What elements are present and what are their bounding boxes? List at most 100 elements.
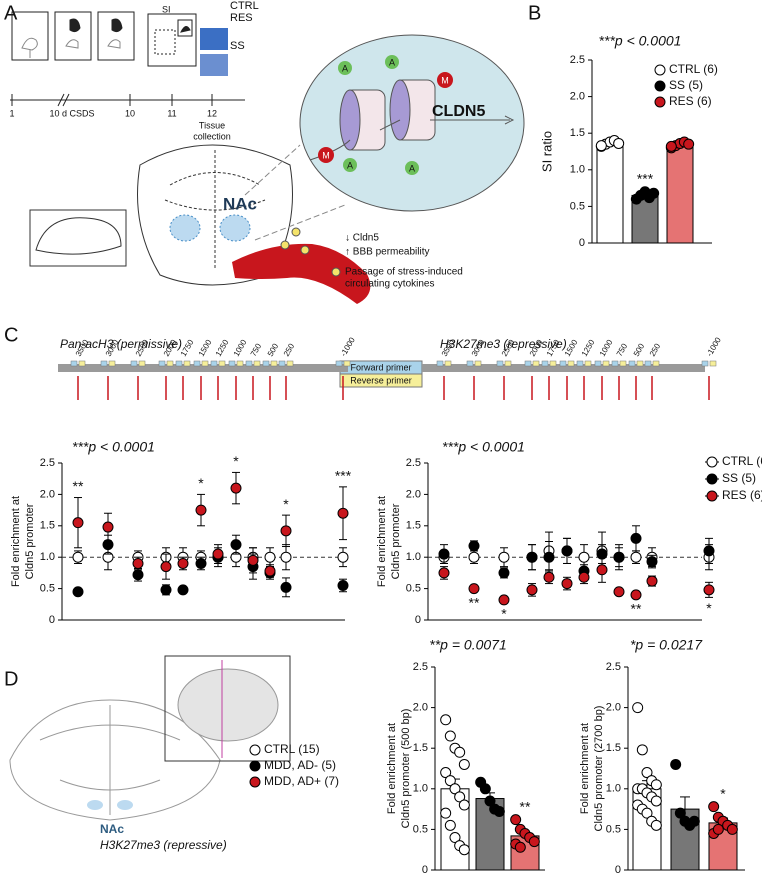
data-point [561,545,573,557]
data-point [650,779,662,791]
data-point [337,507,349,519]
mark-label: M [441,75,449,85]
significance-label: *** [335,468,352,484]
significance-label: * [198,475,204,491]
data-point [195,504,207,516]
primer-position: -1000 [339,335,357,358]
data-point [543,571,555,583]
data-point [444,775,456,787]
data-point [630,532,642,544]
y-tick-label: 1.0 [40,551,55,563]
y-tick-label: 2.5 [406,457,421,469]
promoter-track [422,364,705,372]
data-point [514,841,526,853]
gene-label: CLDN5 [432,103,485,120]
y-tick-label: 2.0 [413,702,428,714]
y-tick-label: 1.5 [413,742,428,754]
primer-position: 1250 [580,338,597,358]
reverse-primer [108,360,116,367]
forward-primer [628,360,636,367]
forward-primer [611,360,619,367]
primer-position: 500 [266,342,281,359]
primer-position: -1000 [705,335,723,358]
reverse-primer [236,360,244,367]
data-point [102,521,114,533]
data-point [230,482,242,494]
data-point [212,548,224,560]
data-point [195,557,207,569]
legend-marker [654,64,666,76]
annotation: ***p < 0.0001 [442,439,525,455]
data-point [650,819,662,831]
data-point [674,807,686,819]
forward-primer [541,360,549,367]
y-tick-label: 1.5 [40,520,55,532]
primer-position: 1000 [598,338,615,358]
forward-primer [175,360,183,367]
data-point [630,589,642,601]
data-point [708,801,720,813]
si-label: SI [162,4,171,14]
data-point [444,730,456,742]
mark-label: A [347,160,353,170]
mark-label: H3K27me3 (repressive) [100,838,227,852]
timeline-label: 10 d CSDS [49,108,94,118]
legend-marker [249,776,261,788]
data-point [613,586,625,598]
data-point [160,584,172,596]
reverse-primer [343,360,351,367]
cytokine-key [331,267,341,277]
data-point [688,815,700,827]
data-point [712,823,724,835]
data-point [646,556,658,568]
legend-label: SS (5) [722,471,756,485]
forward-primer [496,360,504,367]
forward-primer [130,360,138,367]
y-tick-label: 1.0 [606,783,621,795]
y-axis-label: Fold enrichment at [376,496,388,587]
data-point [177,557,189,569]
primer-position: 750 [249,342,264,359]
data-point [454,791,466,803]
data-point [703,584,715,596]
data-point [440,767,452,779]
forward-primer [576,360,584,367]
legend-label: SS (5) [669,78,703,92]
schedule [10,11,245,107]
nac-region [219,214,251,242]
data-point [264,565,276,577]
region-label: NAc [100,822,124,836]
acetyl-mark [405,161,419,175]
significance-label: * [501,606,507,622]
data-point [498,551,510,563]
forward-primer [594,360,602,367]
y-tick-label: 0 [615,864,621,876]
primer-position: 1000 [232,338,249,358]
chart-title: Pan-acH3 (permissive) [60,337,182,351]
cytokine-note: circulating cytokines [345,279,434,290]
cytokine [280,240,290,250]
significance-label: * [283,496,289,512]
reverse-primer [270,360,278,367]
brain-section [9,655,291,821]
y-tick-label: 0.5 [406,583,421,595]
timeline-label: 12 [207,108,217,118]
legend-marker [706,473,718,485]
forward-primer [193,360,201,367]
promoter-track [58,364,348,372]
data-point [438,548,450,560]
reverse-primer [504,360,512,367]
reverse-primer [474,360,482,367]
y-tick-label: 0 [579,237,585,249]
y-tick-label: 1.0 [406,551,421,563]
legend-label: CTRL (6) [669,62,718,76]
significance-label: ** [73,478,84,494]
reverse-primer [166,360,174,367]
mark-label: A [342,63,348,73]
reverse-primer [709,360,717,367]
forward-primer [70,360,78,367]
data-point [72,517,84,529]
data-point [449,783,461,795]
panel-label: B [528,2,541,24]
